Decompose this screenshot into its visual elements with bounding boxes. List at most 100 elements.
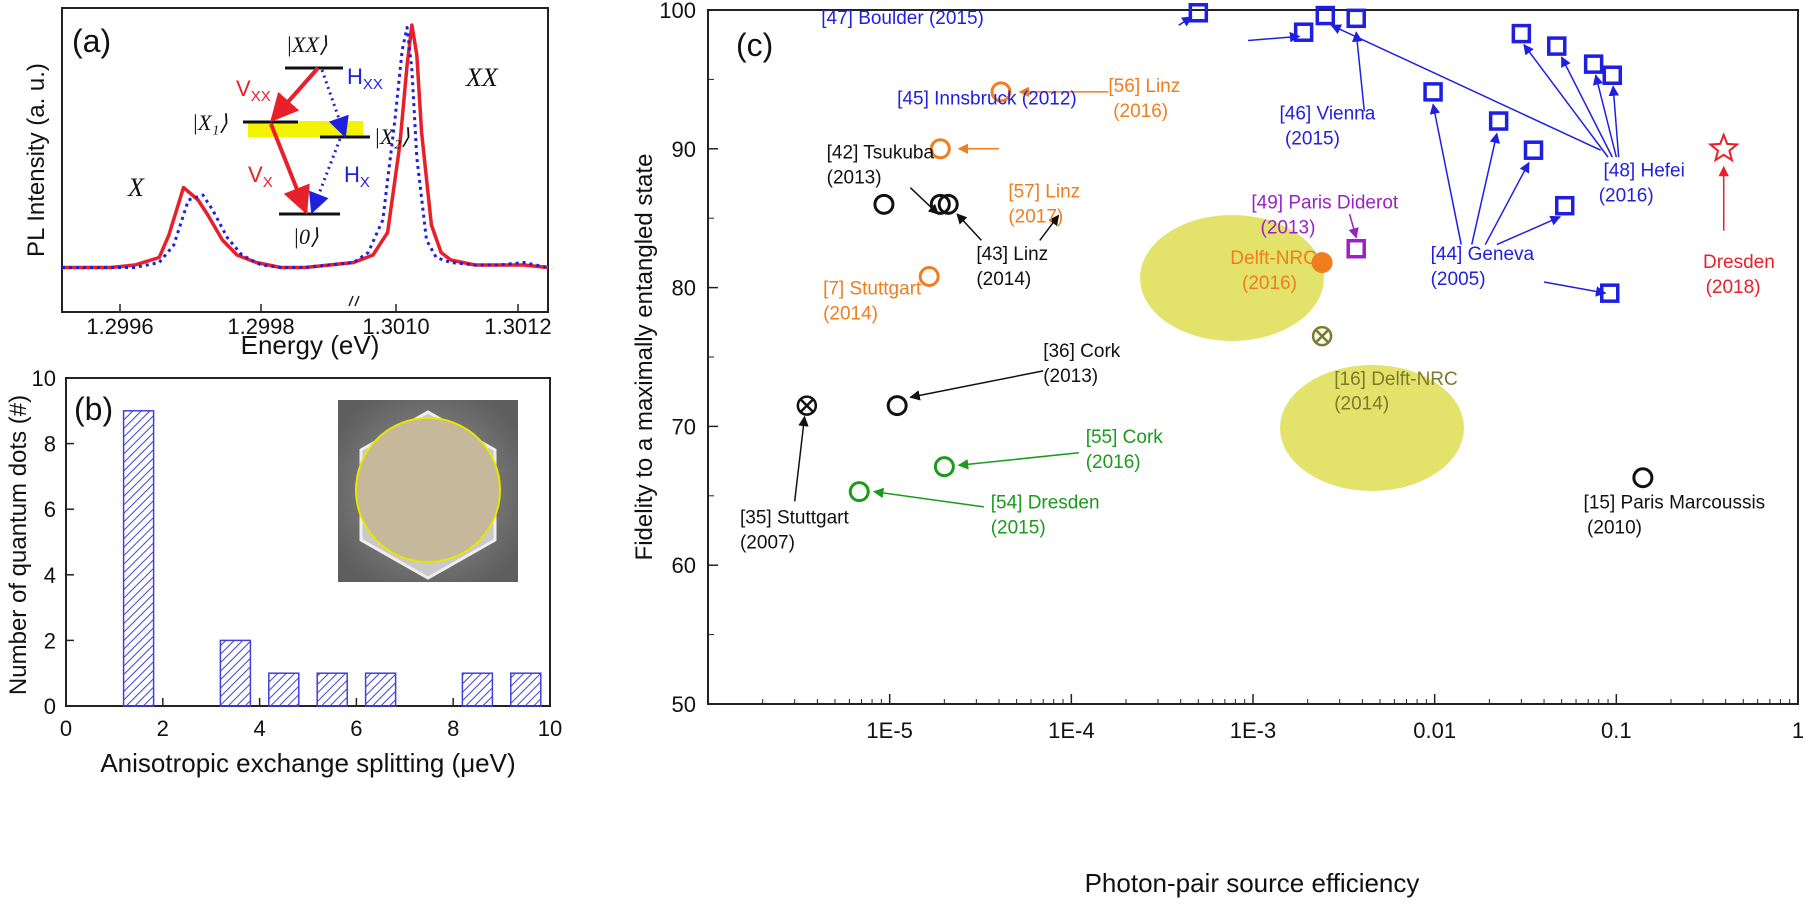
point-annotation: (2013) <box>827 168 882 189</box>
panel-a-tick-label: 1.2996 <box>86 314 153 339</box>
panel-b-axes: 0 2 4 6 8 10 0 2 4 6 8 10 <box>32 366 563 741</box>
annotation-arrow <box>909 370 1044 401</box>
panel-c-tag: (c) <box>736 27 773 63</box>
marker-cross <box>1315 329 1329 344</box>
annotation-arrow <box>1471 132 1500 245</box>
panel-c-frame <box>707 9 1799 705</box>
spectrum-series-dotted <box>62 26 549 269</box>
panel-b-ytick-label: 2 <box>44 628 56 653</box>
data-point-square <box>1346 8 1366 29</box>
data-point-star <box>1707 132 1740 163</box>
annotation-arrow <box>1608 85 1620 158</box>
transition-vxx <box>270 66 320 123</box>
data-point-circle <box>929 193 951 215</box>
panel-b-xtick-label: 8 <box>447 716 459 741</box>
data-point-square <box>1511 23 1532 44</box>
axis-break-icon <box>348 295 360 307</box>
sem-inset <box>338 400 518 582</box>
data-point-square <box>1188 3 1209 23</box>
panel-b-bars <box>122 410 542 707</box>
panel-b-xtick-label: 10 <box>538 716 562 741</box>
point-annotation: (2010) <box>1587 517 1642 538</box>
level-zero-label: |0⟩ <box>293 224 319 249</box>
point-annotation: (2013) <box>1261 217 1316 238</box>
histogram-bar <box>316 672 348 707</box>
panel-c-ytick-label: 80 <box>672 276 696 301</box>
delft-2014-highlight <box>1280 365 1464 491</box>
level-xx-label: |XX⟩ <box>286 32 328 57</box>
panel-c-ytick-label: 100 <box>659 0 696 23</box>
panel-b-ytick-label: 10 <box>32 366 56 391</box>
marker-ring <box>796 395 818 416</box>
marker-cross <box>799 398 814 413</box>
panel-c-ylabel: Fidelity to a maximally entangled state <box>631 154 658 561</box>
point-annotation: [54] Dresden <box>991 492 1100 513</box>
point-annotation: (2018) <box>1706 277 1761 298</box>
point-annotation: [48] Hefei <box>1604 161 1685 182</box>
hxx-label: HXX <box>347 64 383 93</box>
point-annotation: [15] Paris Marcoussis <box>1584 492 1766 513</box>
data-point-circle-x <box>1311 325 1333 347</box>
panel-a-tick-label: 1.2998 <box>227 314 294 339</box>
point-annotation: [55] Cork <box>1086 427 1164 448</box>
data-point-square <box>1600 283 1620 303</box>
panel-a-tick-label: 1.3010 <box>362 314 429 339</box>
annotation-arrow <box>956 213 982 241</box>
panel-c-xlabel: Photon-pair source efficiency <box>1085 868 1420 898</box>
point-annotation: Delft-NRC <box>1230 248 1317 269</box>
histogram-bar <box>510 672 542 707</box>
panel-b: (b) Number of quantum dots (#) Anisotrop… <box>5 366 562 778</box>
point-annotation: (2014) <box>1334 394 1389 415</box>
point-annotation: [44] Geneva <box>1431 244 1535 265</box>
panel-b-xlabel: Anisotropic exchange splitting (μeV) <box>100 748 515 778</box>
annotation-arrow <box>1496 215 1562 246</box>
histogram-bar <box>268 672 300 707</box>
point-annotation: [45] Innsbruck (2012) <box>897 88 1077 109</box>
delft-2016-highlight <box>1140 215 1324 341</box>
data-point-square <box>1315 5 1336 26</box>
marker-ring <box>1311 325 1333 347</box>
panel-a-frame <box>61 7 549 313</box>
panel-b-xtick-label: 4 <box>253 716 265 741</box>
panel-c-arrows <box>793 16 1729 508</box>
data-point-circle <box>929 138 951 160</box>
panel-b-frame <box>65 377 551 707</box>
data-point-square <box>1293 22 1314 42</box>
annotation-arrow <box>1348 213 1359 239</box>
point-annotation: [43] Linz <box>976 244 1048 265</box>
annotation-arrow <box>793 415 809 502</box>
point-annotation: [42] Tsukuba <box>827 143 935 164</box>
panel-c-points <box>796 3 1740 503</box>
panel-c-ytick-label: 90 <box>672 137 696 162</box>
point-annotation: [46] Vienna <box>1280 104 1376 125</box>
data-point-square <box>1423 82 1443 102</box>
point-annotation: (2016) <box>1242 273 1297 294</box>
panel-a-spectrum <box>62 23 549 270</box>
annotation-arrow <box>1543 281 1607 297</box>
level-diagram: |XX⟩ |X₁⟩ |X₂⟩ |0⟩ VXX HXX VX HX <box>192 32 410 249</box>
panel-c: (c) Fidelity to a maximally entangled st… <box>631 0 1804 898</box>
panel-b-xtick-label: 6 <box>350 716 362 741</box>
panel-c-xtick-label: 1E-4 <box>1048 718 1094 743</box>
micropillar-top <box>355 417 501 563</box>
panel-b-ytick-label: 6 <box>44 497 56 522</box>
data-point-circle <box>1632 467 1654 489</box>
data-point-circle <box>937 193 959 215</box>
panel-c-xtick-label: 1 <box>1792 718 1804 743</box>
data-point-square <box>1547 36 1567 56</box>
hx-label: HX <box>344 162 370 191</box>
panel-c-ytick-label: 70 <box>672 414 696 439</box>
point-annotation: (2005) <box>1431 269 1486 290</box>
point-annotation: Dresden <box>1703 252 1775 273</box>
annotation-arrow <box>1039 214 1060 241</box>
panel-a-xticks: 1.2996 1.2998 1.3010 1.3012 <box>86 295 552 339</box>
point-annotation: [56] Linz <box>1108 76 1180 97</box>
panel-b-ytick-label: 4 <box>44 563 56 588</box>
data-point-filled <box>1311 252 1333 274</box>
data-point-circle <box>990 81 1012 103</box>
data-point-circle-x <box>796 395 818 416</box>
panel-c-ytick-label: 50 <box>672 692 696 717</box>
panel-c-xtick-label: 0.01 <box>1413 718 1456 743</box>
vx-label: VX <box>248 162 273 191</box>
